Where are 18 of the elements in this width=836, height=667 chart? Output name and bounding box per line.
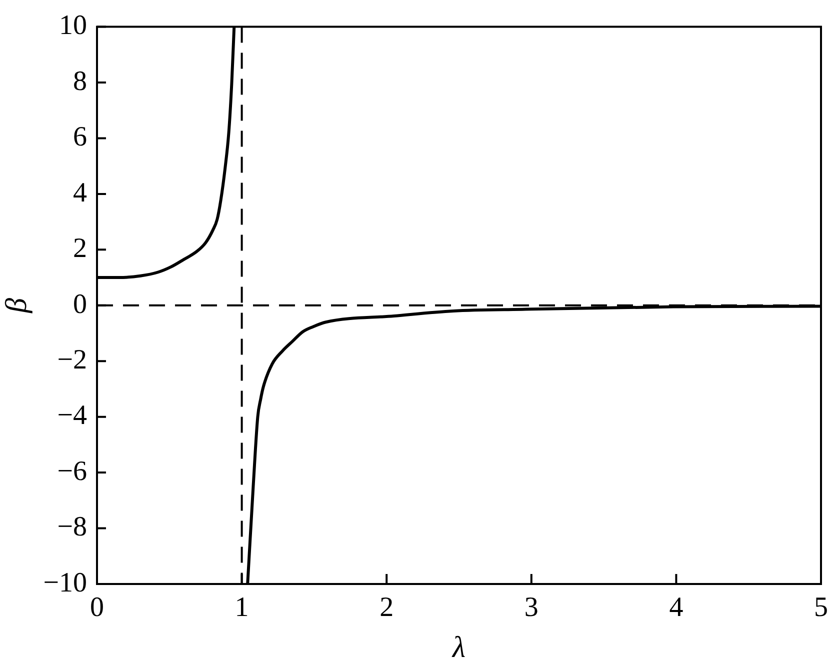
x-tick-label: 5 bbox=[814, 592, 828, 624]
x-tick-label: 4 bbox=[669, 592, 684, 624]
y-tick-label: 2 bbox=[73, 233, 87, 264]
y-tick-label: 0 bbox=[73, 288, 87, 320]
y-tick-label: 10 bbox=[59, 10, 87, 42]
y-tick-label: −10 bbox=[43, 567, 87, 598]
y-tick-label: 6 bbox=[73, 122, 87, 153]
y-tick-label: −4 bbox=[57, 400, 87, 432]
y-tick-label: −6 bbox=[57, 456, 87, 487]
y-axis-title: β bbox=[0, 298, 33, 314]
x-tick-label: 2 bbox=[380, 592, 394, 624]
y-tick-label: −2 bbox=[57, 344, 87, 376]
y-tick-label: 8 bbox=[73, 66, 87, 97]
x-tick-label: 1 bbox=[234, 592, 249, 624]
x-axis-title: λ bbox=[452, 630, 466, 664]
y-tick-label: −8 bbox=[57, 512, 87, 543]
x-tick-label: 3 bbox=[524, 592, 538, 624]
y-tick-label: 4 bbox=[73, 177, 87, 208]
